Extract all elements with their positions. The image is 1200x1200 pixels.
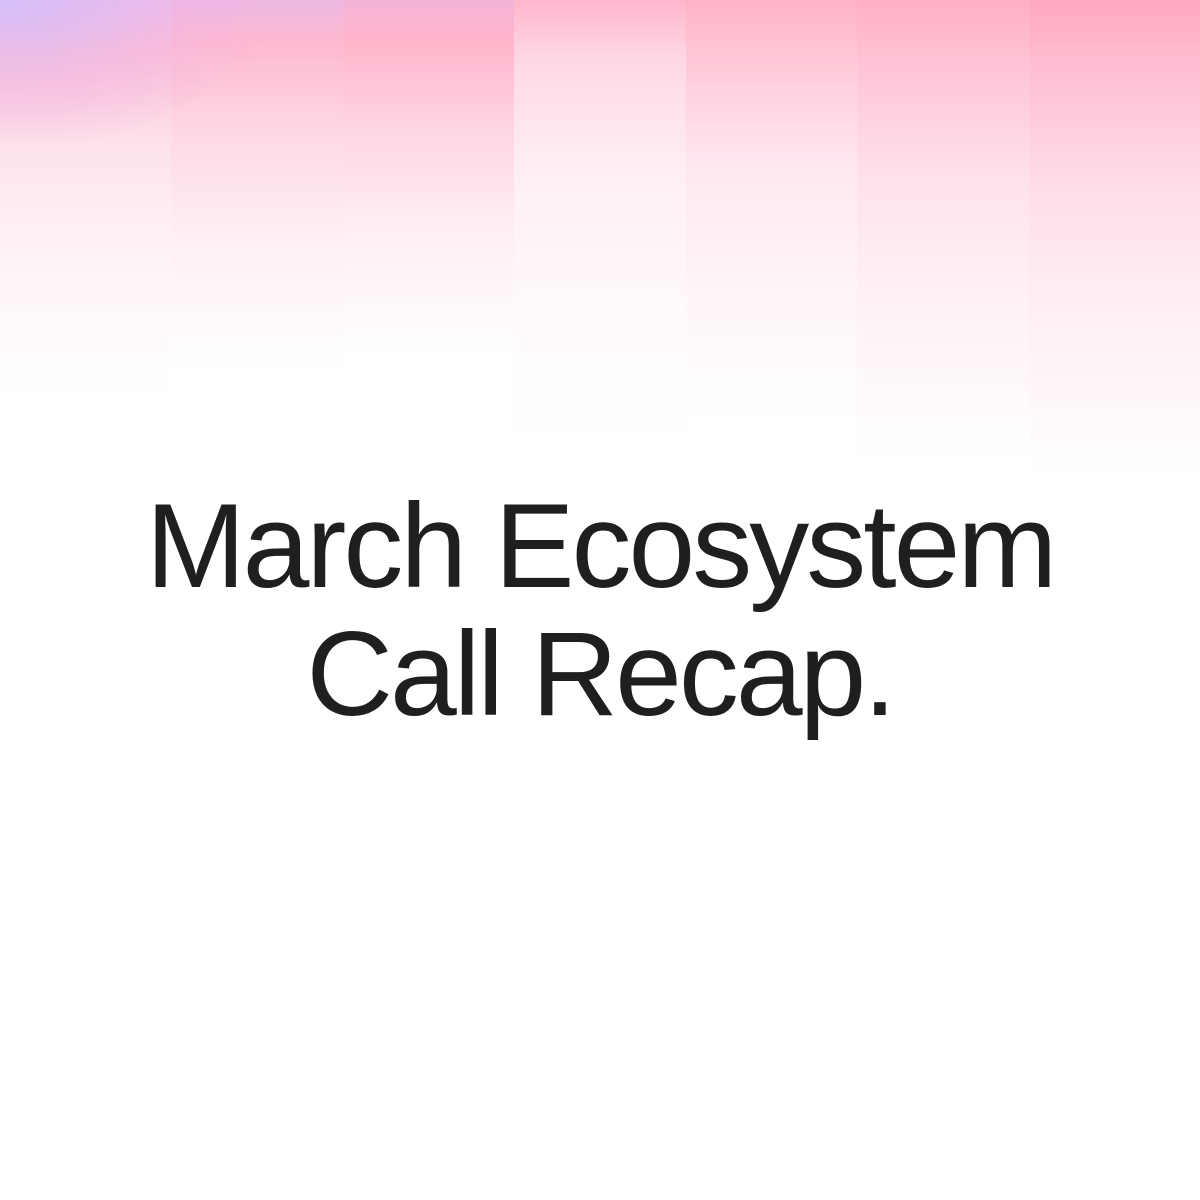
- headline-line-2: Call Recap.: [306, 607, 896, 741]
- headline-line-1: March Ecosystem: [145, 479, 1058, 613]
- headline: March Ecosystem Call Recap.: [0, 482, 1200, 738]
- gradient-strip: [514, 0, 686, 520]
- gradient-strip: [1028, 0, 1200, 520]
- gradient-strip: [342, 0, 515, 520]
- gradient-strip: [857, 0, 1029, 520]
- gradient-band: [0, 0, 1200, 520]
- gradient-strip: [685, 0, 858, 520]
- corner-glow: [0, 0, 260, 140]
